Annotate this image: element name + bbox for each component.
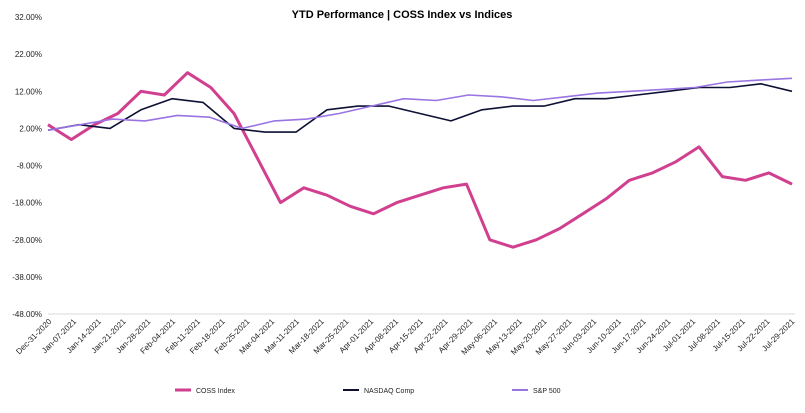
series-group: [47, 71, 793, 249]
legend: COSS Index NASDAQ Comp S&P 500: [175, 388, 561, 395]
series-line-nasdaq-comp: [47, 83, 793, 133]
y-tick-label: 12.00%: [15, 87, 42, 96]
y-axis: 32.00% 22.00% 12.00% 2.00% -8.00% -18.00% -28.…: [12, 13, 42, 319]
y-tick-label: -8.00%: [17, 162, 42, 171]
chart-title: YTD Performance | COSS Index vs Indices: [292, 9, 513, 21]
y-tick-label: -38.00%: [12, 273, 42, 282]
series-line-coss-index: [47, 71, 793, 249]
y-tick-label: 2.00%: [19, 124, 42, 133]
y-tick-label: -28.00%: [12, 236, 42, 245]
y-tick-label: 22.00%: [15, 50, 42, 59]
legend-label: COSS Index: [196, 388, 235, 395]
y-tick-label: -18.00%: [12, 199, 42, 208]
y-tick-label: 32.00%: [15, 13, 42, 22]
x-axis: Dec-31-2020Jan-07-2021Jan-14-2021Jan-21-…: [14, 317, 796, 357]
y-tick-label: -48.00%: [12, 310, 42, 319]
legend-label: NASDAQ Comp: [364, 388, 414, 395]
series-line-s-p-500: [47, 77, 793, 131]
legend-label: S&P 500: [533, 388, 561, 395]
